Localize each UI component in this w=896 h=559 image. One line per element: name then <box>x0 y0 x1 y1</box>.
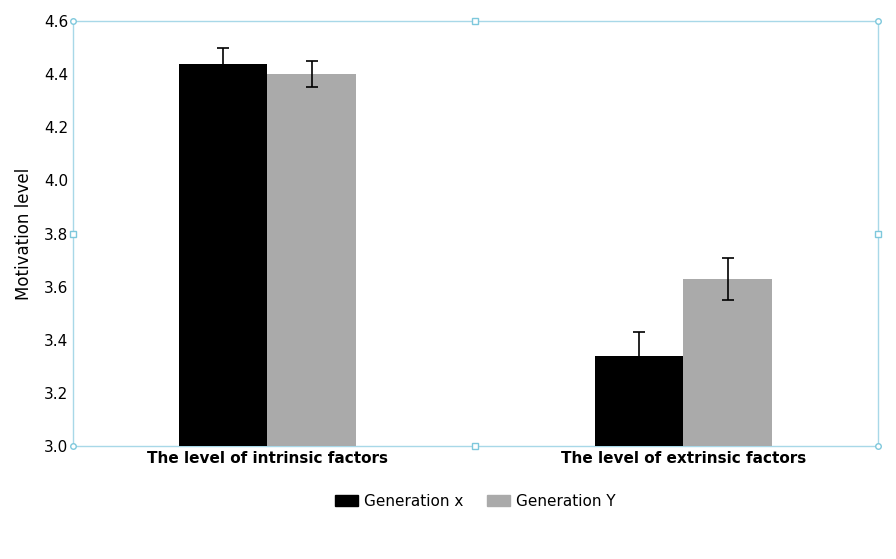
Bar <box>178 64 268 446</box>
Bar <box>684 279 772 446</box>
Y-axis label: Motivation level: Motivation level <box>15 168 33 300</box>
Bar <box>595 356 684 446</box>
Bar <box>268 74 357 446</box>
Legend: Generation x, Generation Y: Generation x, Generation Y <box>330 488 622 515</box>
